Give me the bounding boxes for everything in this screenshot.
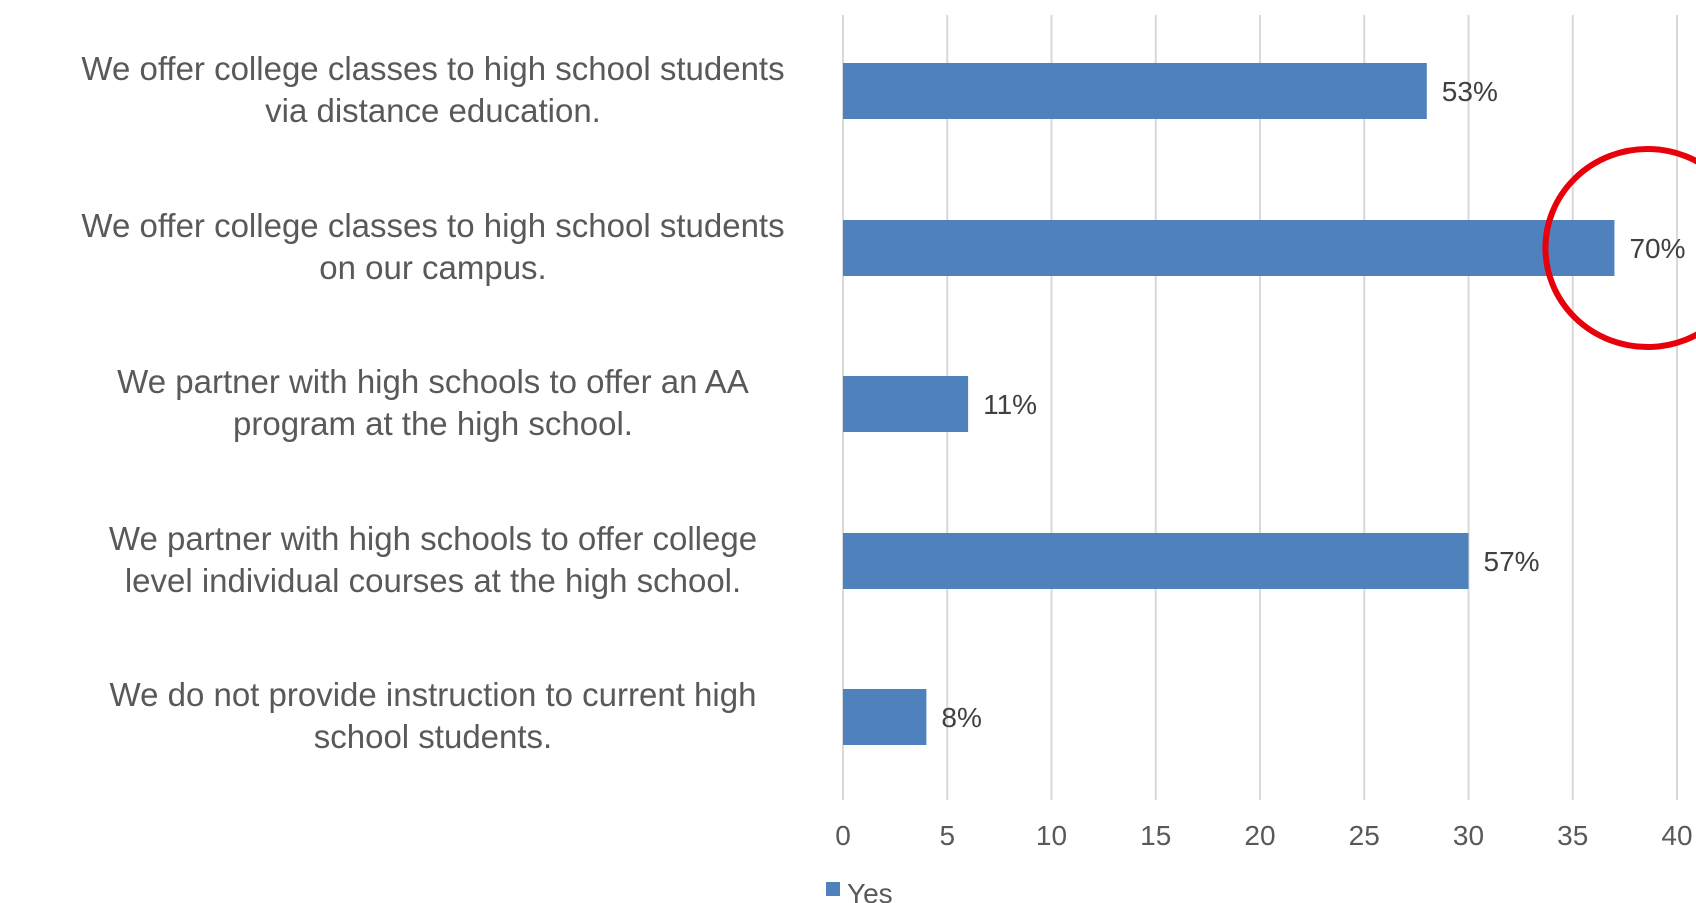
bar (843, 63, 1427, 119)
category-label: We offer college classes to high school … (81, 50, 784, 129)
bar (843, 376, 969, 432)
x-tick-label: 35 (1557, 820, 1588, 851)
category-label: We do not provide instruction to current… (110, 676, 757, 755)
bar (843, 533, 1469, 589)
x-axis-ticks: 0 5 10 15 20 25 30 35 40 (835, 820, 1692, 851)
legend-label-yes: Yes (847, 878, 893, 903)
x-tick-label: 0 (835, 820, 851, 851)
data-labels: 53% 70% 11% 57% 8% (941, 76, 1685, 733)
bar (843, 220, 1615, 276)
x-tick-label: 25 (1349, 820, 1380, 851)
data-label: 70% (1629, 233, 1685, 264)
x-tick-label: 40 (1661, 820, 1692, 851)
legend: Yes (826, 878, 893, 903)
x-tick-label: 15 (1140, 820, 1171, 851)
x-tick-label: 10 (1036, 820, 1067, 851)
data-label: 57% (1484, 546, 1540, 577)
bar (843, 689, 927, 745)
highlight-annotation (1542, 146, 1696, 350)
data-label: 11% (983, 389, 1037, 420)
legend-swatch (826, 882, 840, 896)
highlight-circle (1542, 146, 1696, 350)
category-label: We partner with high schools to offer an… (117, 363, 749, 442)
x-tick-label: 5 (939, 820, 955, 851)
category-labels: We offer college classes to high school … (81, 50, 784, 755)
data-label: 8% (941, 702, 981, 733)
x-tick-label: 30 (1453, 820, 1484, 851)
x-tick-label: 20 (1244, 820, 1275, 851)
category-label: We partner with high schools to offer co… (109, 520, 757, 599)
data-label: 53% (1442, 76, 1498, 107)
bars (843, 63, 1615, 745)
gridlines (842, 15, 1678, 800)
category-label: We offer college classes to high school … (81, 207, 784, 286)
